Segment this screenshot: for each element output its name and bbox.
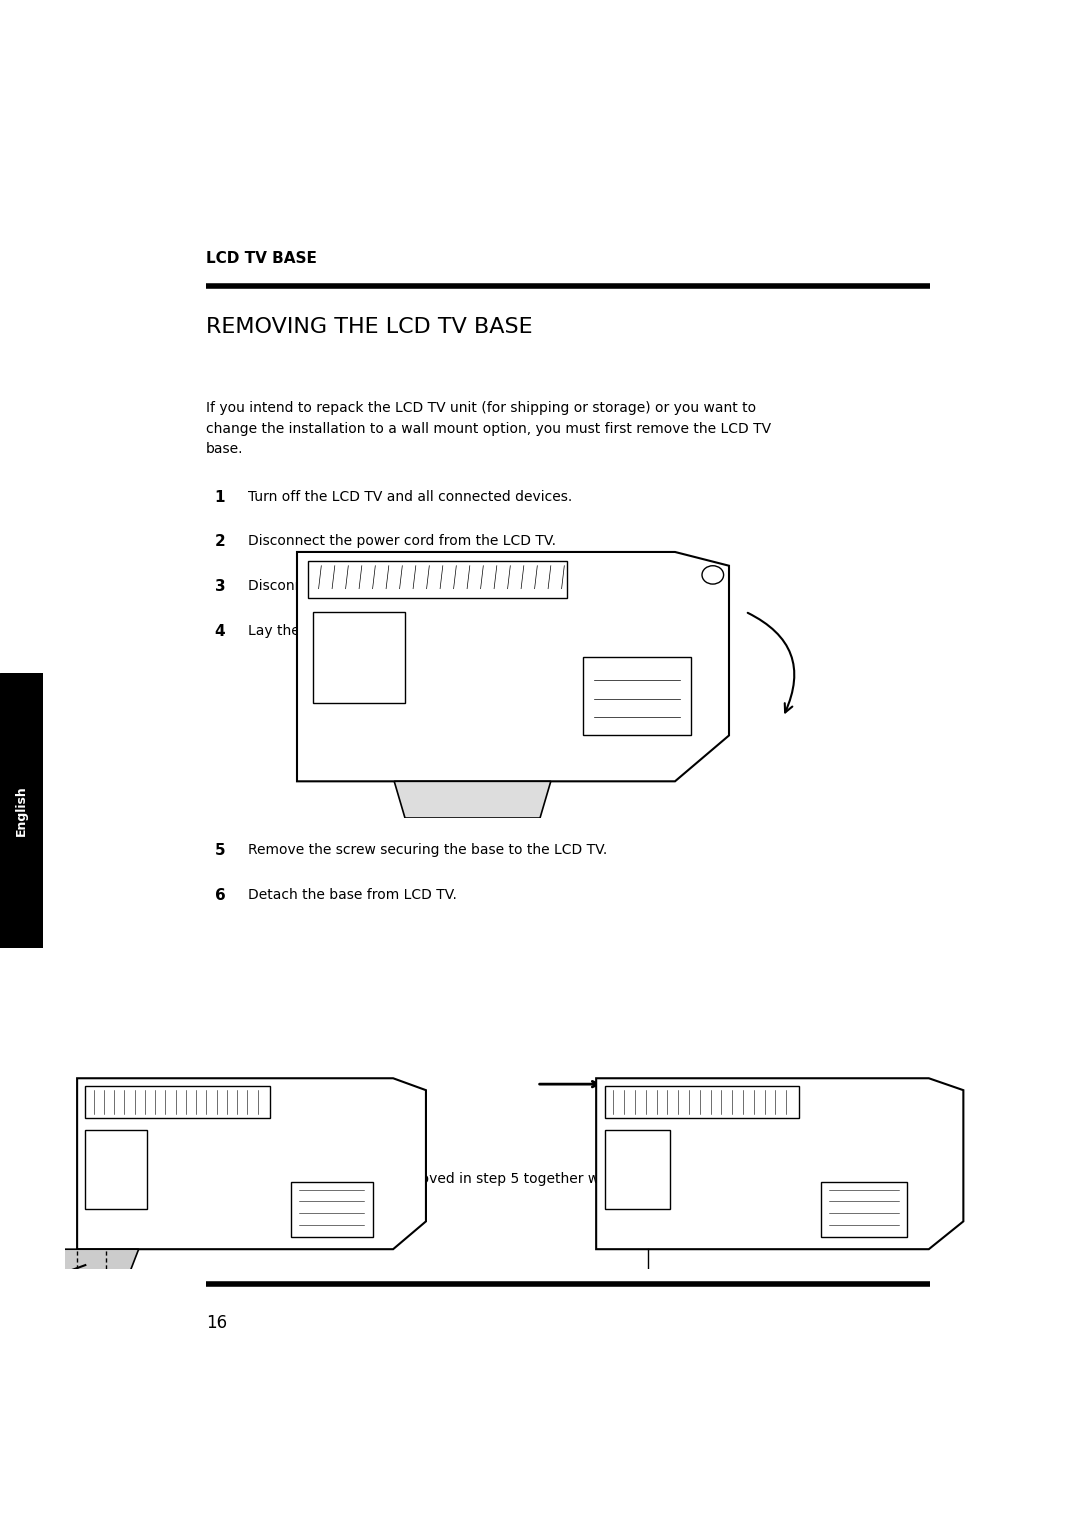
Text: 5: 5	[215, 842, 225, 858]
Polygon shape	[24, 1249, 138, 1281]
Text: If you intend to repack the LCD TV unit (for shipping or storage) or you want to: If you intend to repack the LCD TV unit …	[206, 401, 771, 457]
Text: 7: 7	[215, 1173, 225, 1188]
FancyArrowPatch shape	[747, 613, 794, 713]
Text: Disconnect all signal cables from the I/O port terminals.: Disconnect all signal cables from the I/…	[248, 579, 635, 593]
Text: 6: 6	[215, 887, 226, 902]
Text: Pack the screws you removed in step 5 together with the LCD TV base for
future r: Pack the screws you removed in step 5 to…	[248, 1173, 760, 1206]
Text: Turn off the LCD TV and all connected devices.: Turn off the LCD TV and all connected de…	[248, 489, 572, 503]
Polygon shape	[297, 552, 729, 781]
Text: LCD TV BASE: LCD TV BASE	[206, 251, 318, 266]
Text: 3: 3	[215, 579, 225, 595]
Text: Detach the base from LCD TV.: Detach the base from LCD TV.	[248, 887, 457, 902]
Text: Lay the LCD TV on a clear, flat, and stable surface.: Lay the LCD TV on a clear, flat, and sta…	[248, 624, 602, 638]
Text: REMOVING THE LCD TV BASE: REMOVING THE LCD TV BASE	[206, 317, 532, 336]
Polygon shape	[596, 1078, 963, 1249]
Polygon shape	[592, 1277, 726, 1304]
Polygon shape	[394, 781, 551, 818]
Text: English: English	[15, 784, 28, 836]
Text: 16: 16	[206, 1313, 227, 1332]
Text: Remove the screw securing the base to the LCD TV.: Remove the screw securing the base to th…	[248, 842, 607, 856]
Polygon shape	[77, 1078, 426, 1249]
Text: 4: 4	[215, 624, 225, 639]
Text: 1: 1	[215, 489, 225, 505]
Text: Disconnect the power cord from the LCD TV.: Disconnect the power cord from the LCD T…	[248, 534, 556, 549]
Text: 2: 2	[215, 534, 226, 549]
